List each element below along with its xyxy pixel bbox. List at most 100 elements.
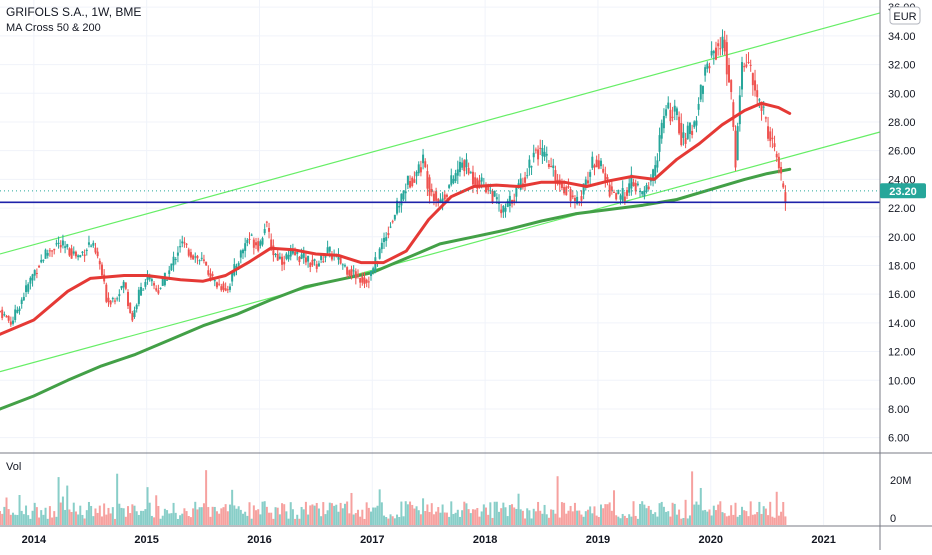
volume-bar [500,508,503,525]
candle-body [749,64,752,66]
candle-body [33,270,36,276]
candle-body [144,281,147,287]
volume-bar [198,507,201,525]
ma200-line[interactable] [0,167,792,411]
candle-body [140,286,143,296]
candle-body [465,159,468,168]
volume-bar [699,487,702,525]
volume-bar [769,501,772,525]
candle-body [463,160,466,172]
candle-body [567,186,570,188]
volume-bar [498,511,501,525]
volume-bar [458,516,461,525]
candle-body [202,259,205,261]
volume-bar [161,515,164,525]
currency-button[interactable]: EUR [889,6,921,25]
candle-body [508,195,511,207]
candle-body [304,257,307,263]
candle-body [628,183,631,193]
volume-bar [665,511,668,525]
candle-body [70,248,73,259]
candle-body [198,260,201,262]
candle-body [730,80,733,93]
candle-body [760,101,763,111]
candle-body [12,320,15,324]
candle-body [771,137,774,140]
candle-body [48,250,51,252]
candle-body [626,190,629,196]
candle-body [181,241,184,244]
currency-label[interactable]: EUR [893,11,916,23]
channel-line[interactable] [0,131,881,373]
candle-body [250,234,253,236]
volume-bar [22,514,25,525]
volume-bar [558,517,561,525]
y-tick-label: 18.00 [888,260,916,272]
candle-body [18,308,21,311]
volume-bar [189,517,192,525]
candle-body [406,175,409,185]
volume-bar [383,515,386,525]
candle-body [658,135,661,152]
volume-bar [443,512,446,525]
volume-bar [450,501,453,525]
volume-bar [98,505,101,525]
candle-body [404,191,407,194]
candle-body [315,264,318,269]
volume-bar [441,504,444,525]
candle-body [16,310,19,313]
candle-body [762,106,765,108]
candle-body [129,302,132,313]
candle-body [780,166,783,174]
volume-bar [424,511,427,525]
candle-body [413,179,416,183]
volume-bar [361,509,364,525]
currency-box[interactable] [889,6,921,25]
volume-bar [352,514,355,525]
candle-body [706,63,709,69]
ma50-line[interactable] [0,101,792,336]
candle-body [743,66,746,68]
candle-body [263,229,266,234]
candle-body [552,165,555,169]
volume-bar [554,513,557,525]
candle-body [782,183,785,188]
candle-body [602,168,605,173]
volume-bar [784,516,787,525]
y-tick-label: 8.00 [888,404,909,416]
candle-body [270,239,273,250]
candle-body [170,263,173,271]
ma200-series [0,167,792,411]
volume-bar [682,517,685,525]
candle-body [756,90,759,98]
candle-body [29,277,32,284]
candle-body [424,161,427,168]
volume-bar [406,504,409,525]
volume-bar [133,505,136,525]
volume-bar [192,508,195,525]
candle-body [109,300,112,305]
candle-body [281,256,284,265]
volume-bar [610,510,613,525]
candle-body [539,147,542,149]
volume-bar [44,507,47,525]
channel-line[interactable] [0,12,881,255]
candle-body [717,43,720,47]
candle-body [31,274,34,281]
candle-body [580,196,583,201]
volume-bar [743,510,746,525]
volume-bar [40,510,43,525]
volume-bar [493,501,496,525]
candle-body [107,297,110,303]
candle-body [53,248,56,251]
volume-bar [328,502,331,525]
volume-bar [281,503,284,525]
volume-bar [235,508,238,525]
volume-bar [113,518,116,525]
volume-bar [745,511,748,525]
candle-body [354,271,357,279]
volume-bar [662,506,665,525]
candle-body [669,109,672,122]
y-tick-label: 28.00 [888,117,916,129]
